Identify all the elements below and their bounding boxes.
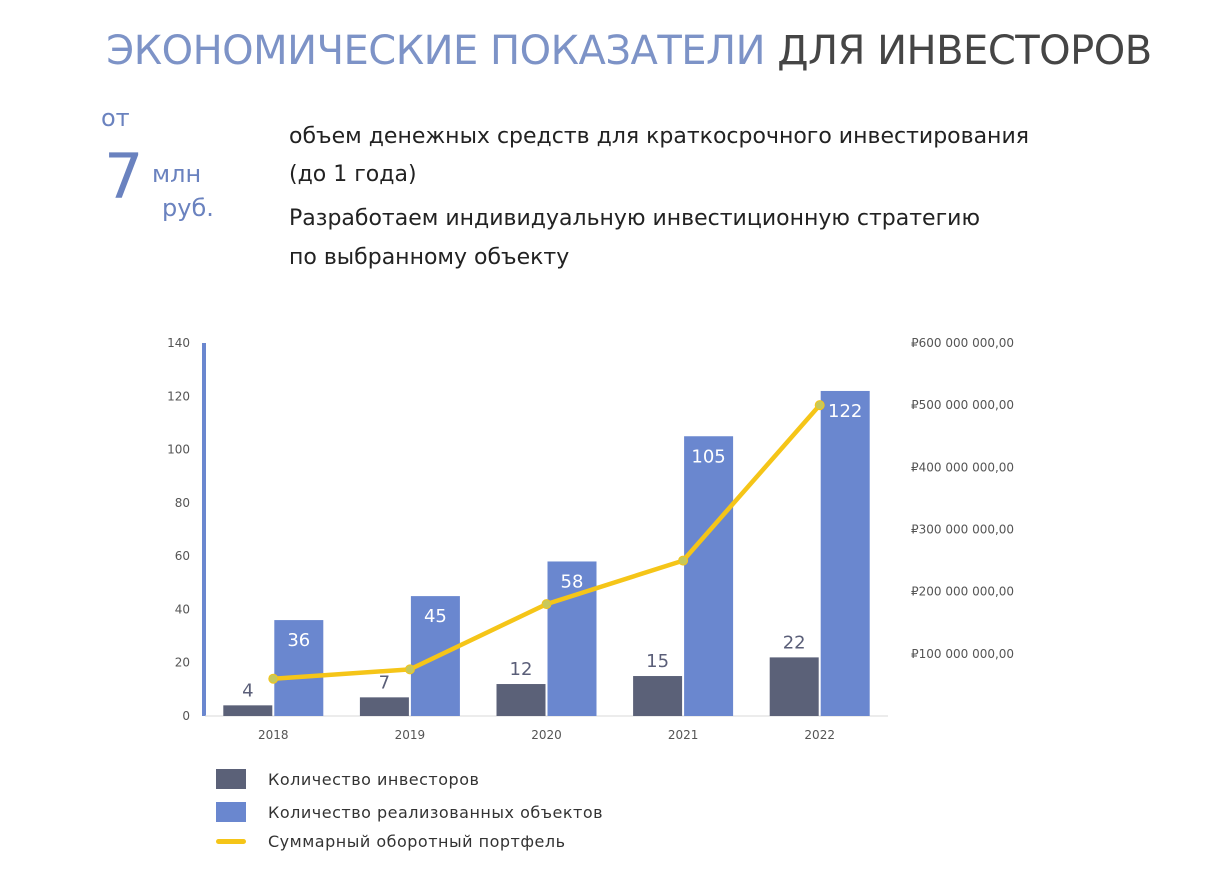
- y2-tick-label: ₽300 000 000,00: [911, 523, 1014, 537]
- x-tick-label: 2021: [668, 728, 699, 742]
- bar-objects: [820, 390, 870, 716]
- bar-investors: [633, 676, 683, 716]
- data-label-investors: 12: [510, 659, 533, 680]
- data-label-objects: 105: [691, 446, 725, 467]
- y2-tick-label: ₽200 000 000,00: [911, 585, 1014, 599]
- bar-investors: [769, 657, 819, 716]
- highlight-prefix: от: [101, 104, 130, 132]
- bar-objects: [547, 561, 597, 716]
- y-tick-label: 140: [167, 336, 190, 350]
- description-line-2: (до 1 года): [289, 162, 417, 187]
- data-label-investors: 15: [646, 651, 669, 672]
- y-tick-label: 0: [182, 709, 190, 723]
- data-label-objects: 45: [424, 606, 447, 627]
- legend-item-investors: Количество инвесторов: [216, 766, 479, 792]
- y-tick-label: 120: [167, 389, 190, 403]
- y-tick-label: 40: [175, 602, 190, 616]
- bar-investors: [496, 684, 546, 716]
- bar-objects: [274, 620, 324, 716]
- x-tick-label: 2020: [531, 728, 562, 742]
- y2-tick-label: ₽100 000 000,00: [911, 647, 1014, 661]
- bar-objects: [684, 436, 734, 716]
- description-line-3: Разработаем индивидуальную инвестиционну…: [289, 206, 980, 231]
- y2-tick-label: ₽400 000 000,00: [911, 460, 1014, 474]
- data-label-investors: 7: [379, 672, 390, 693]
- point-portfolio: [404, 664, 415, 675]
- x-tick-label: 2018: [258, 728, 289, 742]
- highlight-unit-million: млн: [152, 160, 202, 188]
- legend-label-investors: Количество инвесторов: [268, 769, 480, 789]
- y2-tick-label: ₽500 000 000,00: [911, 398, 1014, 412]
- data-label-investors: 4: [242, 680, 253, 701]
- description-line-1: объем денежных средств для краткосрочног…: [289, 124, 1029, 149]
- legend-swatch-objects: [216, 802, 246, 822]
- highlight-number: 7: [104, 140, 144, 213]
- data-label-objects: 122: [828, 401, 862, 422]
- point-portfolio: [678, 555, 689, 566]
- page-title: ЭКОНОМИЧЕСКИЕ ПОКАЗАТЕЛИ ДЛЯ ИНВЕСТОРОВ: [0, 28, 1228, 74]
- point-portfolio: [814, 400, 825, 411]
- title-accent: ЭКОНОМИЧЕСКИЕ ПОКАЗАТЕЛИ: [106, 28, 766, 74]
- point-portfolio: [541, 599, 552, 610]
- description-line-4: по выбранному объекту: [289, 245, 570, 270]
- x-tick-label: 2022: [804, 728, 835, 742]
- y-tick-label: 80: [175, 496, 190, 510]
- data-label-objects: 36: [287, 630, 310, 651]
- y-tick-label: 60: [175, 549, 190, 563]
- title-rest: ДЛЯ ИНВЕСТОРОВ: [777, 28, 1152, 74]
- x-tick-label: 2019: [395, 728, 426, 742]
- legend-item-portfolio: Суммарный оборотный портфель: [216, 828, 566, 854]
- bar-investors: [223, 705, 273, 716]
- point-portfolio: [268, 673, 279, 684]
- y2-tick-label: ₽600 000 000,00: [911, 336, 1014, 350]
- line-portfolio: [271, 402, 822, 681]
- legend-item-objects: Количество реализованных объектов: [216, 799, 603, 825]
- highlight-unit-rub: руб.: [162, 194, 214, 222]
- legend-line-portfolio: [216, 838, 246, 844]
- y-tick-label: 100: [167, 443, 190, 457]
- bar-investors: [359, 697, 409, 716]
- y-axis-left: [202, 343, 206, 716]
- data-label-objects: 58: [561, 571, 584, 592]
- data-label-investors: 22: [783, 632, 806, 653]
- legend-label-objects: Количество реализованных объектов: [268, 802, 604, 822]
- y-tick-label: 20: [175, 656, 190, 670]
- legend-label-portfolio: Суммарный оборотный портфель: [268, 831, 566, 851]
- legend-swatch-investors: [216, 769, 246, 789]
